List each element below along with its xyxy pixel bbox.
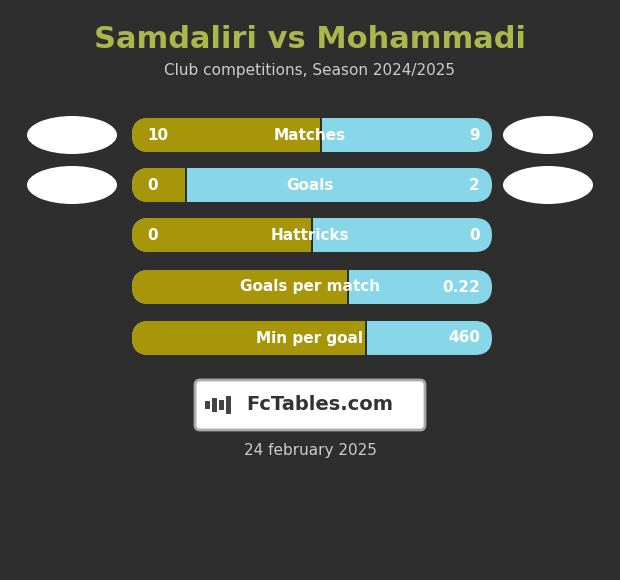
Bar [205, 401, 210, 409]
FancyBboxPatch shape [132, 270, 492, 304]
FancyBboxPatch shape [132, 168, 186, 202]
FancyBboxPatch shape [132, 270, 348, 304]
Text: 24 february 2025: 24 february 2025 [244, 443, 376, 458]
FancyBboxPatch shape [132, 218, 492, 252]
Text: Samdaliri vs Mohammadi: Samdaliri vs Mohammadi [94, 26, 526, 55]
Bar [331, 270, 348, 304]
FancyBboxPatch shape [132, 321, 492, 355]
FancyBboxPatch shape [195, 380, 425, 430]
Ellipse shape [27, 166, 117, 204]
Text: Matches: Matches [274, 128, 346, 143]
Bar [321, 118, 322, 152]
Bar [219, 400, 224, 410]
Bar [226, 396, 231, 414]
Text: Goals: Goals [286, 177, 334, 193]
FancyBboxPatch shape [132, 218, 312, 252]
Text: Club competitions, Season 2024/2025: Club competitions, Season 2024/2025 [164, 63, 456, 78]
Text: FcTables.com: FcTables.com [247, 396, 394, 415]
Bar [295, 218, 312, 252]
FancyBboxPatch shape [132, 168, 492, 202]
FancyBboxPatch shape [132, 118, 321, 152]
Bar [169, 168, 186, 202]
FancyBboxPatch shape [132, 321, 366, 355]
FancyBboxPatch shape [132, 118, 492, 152]
Bar [212, 398, 217, 412]
Text: 0: 0 [147, 227, 157, 242]
Text: 0: 0 [147, 177, 157, 193]
Text: 9: 9 [469, 128, 480, 143]
Text: 10: 10 [147, 128, 168, 143]
Text: Min per goal: Min per goal [257, 331, 363, 346]
Text: 2: 2 [469, 177, 480, 193]
Bar [347, 270, 349, 304]
Text: Goals per match: Goals per match [240, 280, 380, 295]
Ellipse shape [503, 116, 593, 154]
Bar [311, 218, 313, 252]
Ellipse shape [27, 116, 117, 154]
Text: 460: 460 [448, 331, 480, 346]
Bar [349, 321, 366, 355]
Bar [185, 168, 187, 202]
Bar [365, 321, 367, 355]
Bar [304, 118, 321, 152]
Text: Hattricks: Hattricks [271, 227, 349, 242]
Text: 0.22: 0.22 [442, 280, 480, 295]
Ellipse shape [503, 166, 593, 204]
Text: 0: 0 [469, 227, 480, 242]
